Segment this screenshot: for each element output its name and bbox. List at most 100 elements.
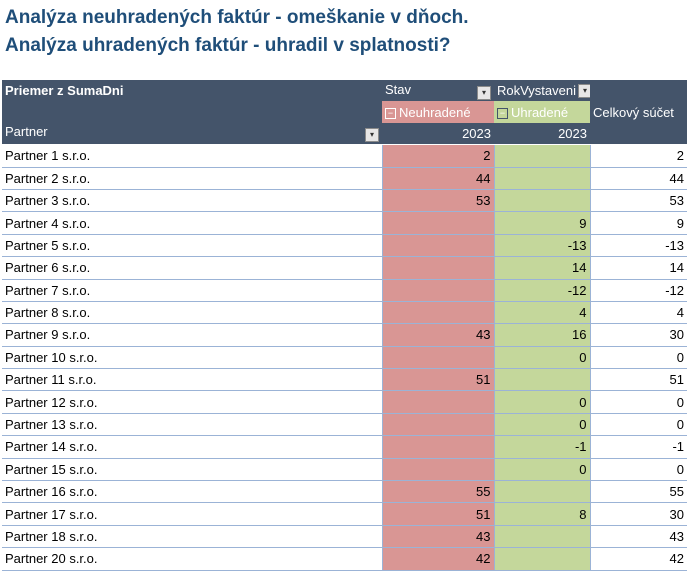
uhradene-cell[interactable] <box>493 189 590 213</box>
partner-cell[interactable]: Partner 12 s.r.o. <box>2 390 382 414</box>
neuhradene-cell[interactable] <box>381 346 494 370</box>
collapse-uhradene-icon[interactable]: − <box>497 107 508 119</box>
grand-total-cell[interactable]: 43 <box>589 525 687 549</box>
col-header-neuhradene[interactable]: − Neuhradené <box>382 101 494 123</box>
partner-cell[interactable]: Partner 20 s.r.o. <box>2 547 382 571</box>
partner-cell[interactable]: Partner 4 s.r.o. <box>2 211 382 235</box>
grand-total-cell[interactable]: 2 <box>589 144 687 168</box>
uhradene-cell[interactable]: 0 <box>493 346 590 370</box>
partner-cell[interactable]: Partner 7 s.r.o. <box>2 279 382 302</box>
neuhradene-cell[interactable] <box>381 301 494 325</box>
table-row: Partner 7 s.r.o. -12 -12 <box>2 279 687 302</box>
uhradene-cell[interactable]: -12 <box>493 279 590 302</box>
grand-total-cell[interactable]: 4 <box>589 301 687 325</box>
uhradene-cell[interactable]: 4 <box>493 301 590 325</box>
grand-total-cell[interactable]: -1 <box>589 435 687 459</box>
uhradene-cell[interactable] <box>493 547 590 571</box>
neuhradene-cell[interactable] <box>381 413 494 437</box>
grand-total-cell[interactable]: -12 <box>589 279 687 302</box>
grand-total-cell[interactable]: 9 <box>589 211 687 235</box>
uhradene-cell[interactable]: 0 <box>493 458 590 482</box>
col-header-grand-total: Celkový súčet <box>590 101 687 123</box>
rok-filter-dropdown-icon[interactable]: ▾ <box>578 84 590 99</box>
grand-total-cell[interactable]: 51 <box>589 368 687 392</box>
uhradene-cell[interactable]: 14 <box>493 256 590 280</box>
neuhradene-cell[interactable]: 55 <box>381 480 494 504</box>
grand-total-cell[interactable]: 44 <box>589 167 687 190</box>
uhradene-cell[interactable]: 0 <box>493 390 590 414</box>
neuhradene-cell[interactable]: 51 <box>381 502 494 526</box>
neuhradene-cell[interactable]: 43 <box>381 525 494 549</box>
value-field-label: Priemer z SumaDni <box>2 80 382 102</box>
table-row: Partner 11 s.r.o. 51 51 <box>2 368 687 392</box>
collapse-neuhradene-icon[interactable]: − <box>385 107 396 119</box>
partner-cell[interactable]: Partner 9 s.r.o. <box>2 323 382 347</box>
table-row: Partner 15 s.r.o. 0 0 <box>2 458 687 482</box>
partner-cell[interactable]: Partner 17 s.r.o. <box>2 502 382 526</box>
uhradene-cell[interactable]: -1 <box>493 435 590 459</box>
partner-cell[interactable]: Partner 15 s.r.o. <box>2 458 382 482</box>
partner-filter-icon[interactable]: ▾ <box>365 128 379 143</box>
table-row: Partner 12 s.r.o. 0 0 <box>2 390 687 414</box>
uhradene-cell[interactable]: -13 <box>493 234 590 258</box>
col-label-uhradene: Uhradené <box>511 104 569 120</box>
partner-cell[interactable]: Partner 5 s.r.o. <box>2 234 382 258</box>
uhradene-cell[interactable]: 8 <box>493 502 590 526</box>
partner-cell[interactable]: Partner 13 s.r.o. <box>2 413 382 437</box>
neuhradene-cell[interactable] <box>381 390 494 414</box>
row-field-header[interactable]: Partner ▾ <box>2 122 382 146</box>
grand-total-cell[interactable]: 0 <box>589 458 687 482</box>
grand-total-cell[interactable]: 0 <box>589 413 687 437</box>
partner-cell[interactable]: Partner 2 s.r.o. <box>2 167 382 190</box>
table-row: Partner 6 s.r.o. 14 14 <box>2 256 687 280</box>
uhradene-cell[interactable]: 9 <box>493 211 590 235</box>
grand-total-cell[interactable]: 30 <box>589 323 687 347</box>
table-row: Partner 10 s.r.o. 0 0 <box>2 346 687 370</box>
grand-total-cell[interactable]: 55 <box>589 480 687 504</box>
neuhradene-cell[interactable]: 51 <box>381 368 494 392</box>
report-title-2: Analýza uhradených faktúr - uhradil v sp… <box>5 35 451 56</box>
neuhradene-cell[interactable] <box>381 211 494 235</box>
neuhradene-cell[interactable]: 43 <box>381 323 494 347</box>
neuhradene-cell[interactable] <box>381 279 494 302</box>
grand-total-cell[interactable]: 0 <box>589 346 687 370</box>
neuhradene-cell[interactable]: 42 <box>381 547 494 571</box>
partner-cell[interactable]: Partner 16 s.r.o. <box>2 480 382 504</box>
partner-cell[interactable]: Partner 3 s.r.o. <box>2 189 382 213</box>
neuhradene-cell[interactable] <box>381 435 494 459</box>
table-row: Partner 9 s.r.o. 43 16 30 <box>2 323 687 347</box>
neuhradene-cell[interactable]: 44 <box>381 167 494 190</box>
uhradene-cell[interactable] <box>493 525 590 549</box>
stav-field-header[interactable]: Stav ▾ <box>382 80 494 102</box>
neuhradene-cell[interactable] <box>381 458 494 482</box>
neuhradene-cell[interactable] <box>381 234 494 258</box>
table-row: Partner 18 s.r.o. 43 43 <box>2 525 687 549</box>
partner-cell[interactable]: Partner 11 s.r.o. <box>2 368 382 392</box>
table-row: Partner 14 s.r.o. -1 -1 <box>2 435 687 459</box>
partner-cell[interactable]: Partner 10 s.r.o. <box>2 346 382 370</box>
uhradene-cell[interactable]: 16 <box>493 323 590 347</box>
partner-cell[interactable]: Partner 18 s.r.o. <box>2 525 382 549</box>
table-row: Partner 16 s.r.o. 55 55 <box>2 480 687 504</box>
grand-total-cell[interactable]: 53 <box>589 189 687 213</box>
grand-total-cell[interactable]: 14 <box>589 256 687 280</box>
grand-total-cell[interactable]: 0 <box>589 390 687 414</box>
neuhradene-cell[interactable]: 53 <box>381 189 494 213</box>
grand-total-cell[interactable]: -13 <box>589 234 687 258</box>
neuhradene-cell[interactable] <box>381 256 494 280</box>
uhradene-cell[interactable] <box>493 144 590 168</box>
stav-filter-dropdown-icon[interactable]: ▾ <box>477 85 491 100</box>
partner-cell[interactable]: Partner 1 s.r.o. <box>2 144 382 168</box>
rok-field-header[interactable]: RokVystaveni ▾ <box>494 80 590 102</box>
col-header-uhradene[interactable]: − Uhradené <box>494 101 590 123</box>
uhradene-cell[interactable]: 0 <box>493 413 590 437</box>
partner-cell[interactable]: Partner 6 s.r.o. <box>2 256 382 280</box>
uhradene-cell[interactable] <box>493 167 590 190</box>
uhradene-cell[interactable] <box>493 368 590 392</box>
uhradene-cell[interactable] <box>493 480 590 504</box>
grand-total-cell[interactable]: 30 <box>589 502 687 526</box>
grand-total-cell[interactable]: 42 <box>589 547 687 571</box>
partner-cell[interactable]: Partner 14 s.r.o. <box>2 435 382 459</box>
partner-cell[interactable]: Partner 8 s.r.o. <box>2 301 382 325</box>
neuhradene-cell[interactable]: 2 <box>381 144 494 168</box>
